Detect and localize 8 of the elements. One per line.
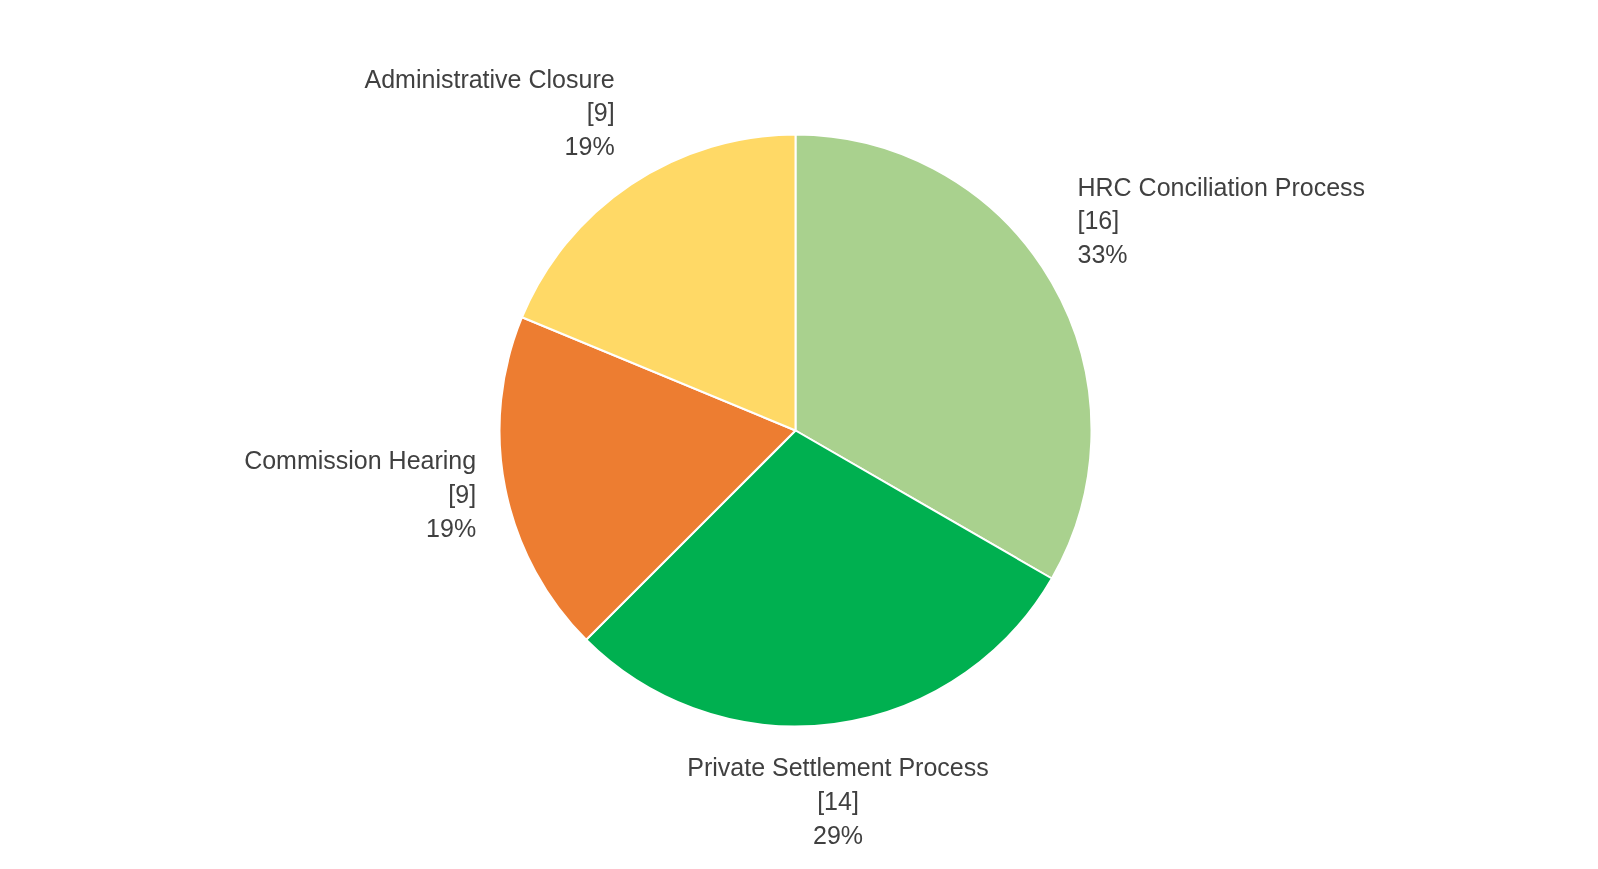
slice-label: Administrative Closure [364, 64, 615, 93]
slice-label: Private Settlement Process [687, 753, 989, 782]
slice-label: Commission Hearing [244, 446, 477, 475]
data-label: [16] 33% [1077, 206, 1128, 268]
data-label: [9] 19% [564, 98, 615, 160]
data-label: [9] 19% [426, 480, 477, 542]
data-label: [14] 29% [812, 786, 864, 849]
slice-label: HRC Conciliation Process [1077, 172, 1366, 201]
